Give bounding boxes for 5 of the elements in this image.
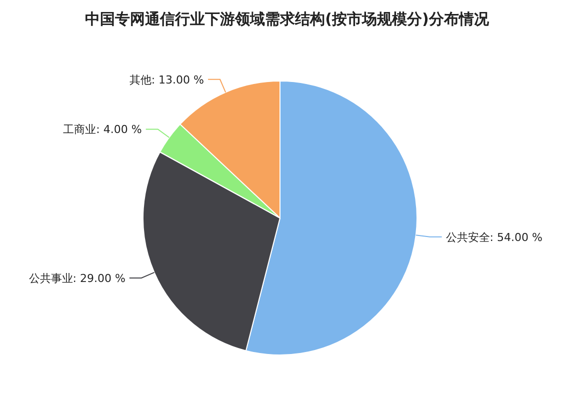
- slice-label: 其他: 13.00 %: [129, 73, 204, 86]
- slice-label: 工商业: 4.00 %: [63, 123, 142, 136]
- slice-label: 公共安全: 54.00 %: [446, 230, 542, 244]
- slice-label: 公共事业: 29.00 %: [28, 272, 126, 285]
- chart-title: 中国专网通信行业下游领域需求结构(按市场规模分)分布情况: [85, 10, 490, 28]
